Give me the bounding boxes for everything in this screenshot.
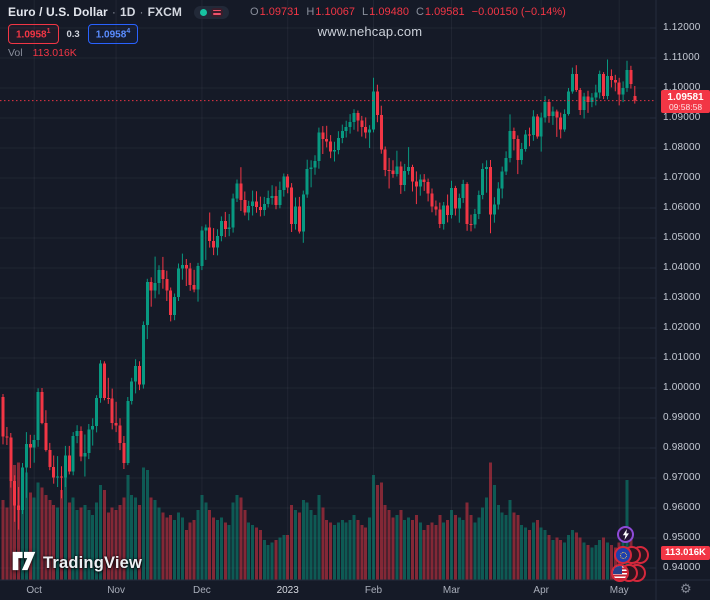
- open-value: 1.09731: [259, 6, 300, 18]
- price-axis-label: 1.03000: [663, 292, 701, 303]
- watermark: www.nehcap.com: [317, 24, 423, 39]
- volume-readout: Vol 113.016K: [8, 47, 77, 59]
- market-open-dot-icon: [200, 8, 207, 16]
- symbol-name: Euro / U.S. Dollar: [8, 5, 108, 19]
- time-axis-label: Apr: [533, 585, 549, 596]
- current-volume-label: 113.016K: [661, 545, 710, 560]
- price-axis-label: 1.02000: [663, 322, 701, 333]
- close-value: 1.09581: [424, 6, 465, 18]
- time-axis-label: Feb: [364, 585, 383, 596]
- lightning-icon: [617, 526, 634, 543]
- sell-bid-button[interactable]: 1.09581: [8, 24, 59, 44]
- price-axis-label: 1.01000: [663, 352, 701, 363]
- price-axis-label: 0.95000: [663, 532, 701, 543]
- time-axis-label: Mar: [442, 585, 461, 596]
- time-axis-label: Nov: [107, 585, 125, 596]
- time-axis-label: Oct: [26, 585, 42, 596]
- tradingview-mark-icon: [12, 551, 36, 576]
- low-value: 1.09480: [369, 6, 409, 18]
- events-badge-lightning[interactable]: [617, 526, 634, 543]
- spread-value: 0.3: [66, 28, 80, 40]
- us-flag-icon: [611, 564, 629, 582]
- exchange-label: FXCM: [147, 5, 182, 19]
- price-axis-label: 1.00000: [663, 382, 701, 393]
- price-axis-label: 1.10000: [663, 82, 701, 93]
- chart-legend: Euro / U.S. Dollar · 1D · FXCM O 1.09731 H 1.1…: [8, 4, 566, 59]
- current-price-label: 1.09581 09:58:58: [661, 89, 710, 113]
- price-axis-label: 1.09000: [663, 112, 701, 123]
- high-value: 1.10067: [315, 6, 356, 18]
- price-axis-label: 1.08000: [663, 142, 701, 153]
- bar-countdown-timer: 09:58:58: [668, 101, 703, 112]
- time-axis-label: Dec: [192, 585, 211, 596]
- market-status-toggle[interactable]: [194, 5, 229, 19]
- price-axis-label: 1.05000: [663, 232, 701, 243]
- time-axis-label: May: [609, 585, 629, 596]
- price-axis-label: 0.98000: [663, 442, 701, 453]
- price-axis-label: 1.04000: [663, 262, 701, 273]
- economic-events-eur[interactable]: [614, 546, 654, 568]
- change-value: −0.00150 (−0.14%): [471, 6, 566, 18]
- economic-events-usd[interactable]: [611, 564, 651, 586]
- delayed-data-icon: [211, 7, 223, 17]
- buy-ask-button[interactable]: 1.09584: [87, 24, 139, 44]
- time-axis-label: 2023: [276, 585, 299, 596]
- symbol-title[interactable]: Euro / U.S. Dollar · 1D · FXCM: [8, 5, 182, 19]
- price-axis-label: 0.94000: [663, 562, 701, 573]
- price-axis-label: 0.97000: [663, 472, 701, 483]
- volume-value: 113.016K: [32, 47, 77, 59]
- price-axis-label: 1.07000: [663, 172, 701, 183]
- ohlc-readout: O 1.09731 H 1.10067 L 1.09480 C 1.09581 −0.0…: [250, 6, 566, 18]
- price-axis-label: 1.11000: [663, 52, 700, 63]
- axis-settings-gear-icon[interactable]: ⚙: [680, 582, 692, 597]
- price-axis-label: 1.12000: [663, 22, 701, 33]
- eu-flag-icon: [614, 546, 632, 564]
- tradingview-logo[interactable]: TradingView: [12, 551, 142, 576]
- price-axis-label: 0.96000: [663, 502, 701, 513]
- interval-label: 1D: [119, 5, 136, 19]
- price-axis-label: 0.99000: [663, 412, 701, 423]
- price-axis-label: 1.06000: [663, 202, 701, 213]
